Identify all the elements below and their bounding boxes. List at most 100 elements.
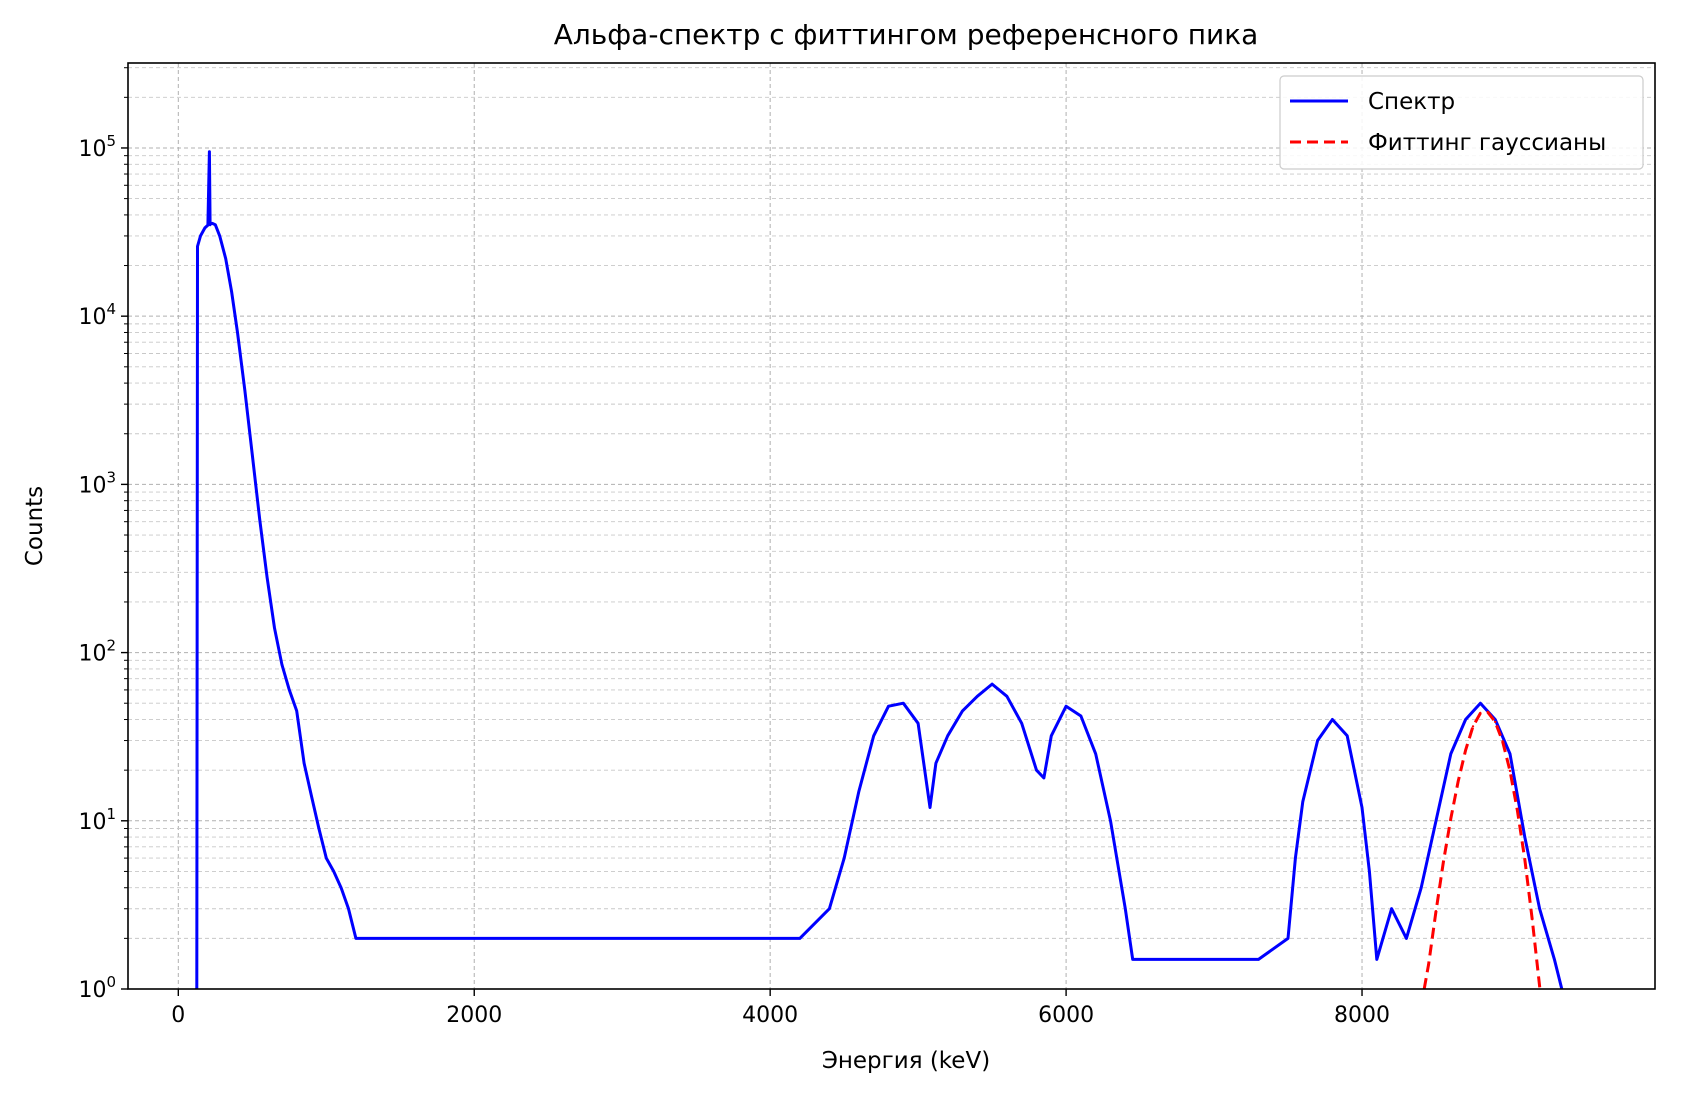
spectrum-point <box>1553 958 1556 961</box>
gaussian-fit-point <box>1464 749 1467 752</box>
spectrum-point <box>413 937 417 940</box>
spectrum-point <box>1168 958 1171 961</box>
spectrum-point <box>887 705 890 708</box>
spectrum-point <box>1198 958 1201 961</box>
spectrum-point <box>199 234 202 238</box>
spectrum-point <box>872 734 875 737</box>
y-tick-label: 104 <box>78 300 116 330</box>
gaussian-fit-point <box>1471 725 1475 728</box>
x-axis-label: Энергия (keV) <box>822 1048 990 1074</box>
spectrum-point <box>1286 937 1290 940</box>
spectrum-point <box>857 790 861 793</box>
spectrum-point <box>339 886 343 889</box>
spectrum-point <box>1124 907 1127 910</box>
gaussian-fit-point <box>1427 963 1430 966</box>
spectrum-point <box>208 150 211 153</box>
spectrum-point <box>1331 718 1334 721</box>
spectrum-point <box>1227 958 1231 961</box>
gaussian-fit-point <box>1449 817 1453 820</box>
spectrum-point <box>1360 806 1364 809</box>
ticks-layer: 0 2000 4000 6000 8000 100 101 102 103 104 105 <box>78 67 1390 1028</box>
spectrum-point <box>1109 819 1112 822</box>
gaussian-fit-point <box>1523 858 1527 861</box>
spectrum-point <box>680 937 683 940</box>
spectrum-point <box>354 937 358 940</box>
x-tick-label: 2000 <box>446 1003 502 1028</box>
chart-title: Альфа-спектр с фиттингом референсного пи… <box>554 18 1259 51</box>
spectrum-point <box>1508 752 1512 756</box>
spectrum-point <box>1390 907 1393 910</box>
spectrum-point <box>443 937 446 940</box>
gaussian-fit-point <box>1434 910 1438 913</box>
spectrum-point <box>1434 819 1438 822</box>
spectrum-point <box>280 663 284 666</box>
y-axis-label: Counts <box>22 486 48 566</box>
spectrum-point <box>1464 718 1467 721</box>
spectrum-point <box>203 226 207 230</box>
spectrum-point <box>206 223 210 227</box>
gaussian-fit-point <box>1442 860 1445 864</box>
gaussian-fit-point <box>1479 712 1482 715</box>
spectrum-point <box>1294 856 1297 860</box>
spectrum-point <box>1064 705 1068 708</box>
grid-layer <box>128 63 1655 990</box>
spectrum-point <box>1301 800 1305 803</box>
spectrum-point <box>1346 734 1349 737</box>
x-tick-label: 4000 <box>742 1003 798 1028</box>
spectrum-point <box>1079 714 1083 718</box>
spectrum-point <box>928 806 932 809</box>
gaussian-fit-point <box>1486 711 1490 714</box>
legend: Спектр Фиттинг гауссианы <box>1279 75 1644 170</box>
spectrum-point <box>1257 958 1260 961</box>
spectrum-point <box>317 827 321 830</box>
spectrum-point <box>218 234 221 238</box>
spectrum-point <box>1131 958 1134 961</box>
spectrum-point <box>1449 752 1453 756</box>
spectrum-point <box>347 907 350 910</box>
spectrum-point <box>1138 958 1142 961</box>
spectrum-point <box>828 907 831 910</box>
spectrum-point <box>384 937 387 940</box>
spectrum-point <box>1405 937 1408 940</box>
y-tick-label: 103 <box>78 468 116 498</box>
spectrum-point <box>196 245 199 248</box>
spectrum-point <box>591 937 594 940</box>
gaussian-fit-line <box>1422 710 1542 989</box>
spectrum-point <box>843 856 846 860</box>
spectrum-point <box>1479 702 1482 705</box>
gaussian-fit-point <box>1538 984 1541 988</box>
spectrum-point <box>739 937 742 940</box>
spectrum-point <box>1368 870 1371 873</box>
spectrum-point <box>769 937 772 940</box>
spectrum-point <box>1020 722 1023 725</box>
spectrum-point <box>295 709 298 713</box>
spectrum-point <box>1375 958 1379 961</box>
spectrum-point <box>1523 835 1527 839</box>
spectrum-point <box>325 856 328 860</box>
spectrum-point <box>332 870 335 873</box>
y-tick-label: 105 <box>78 132 116 162</box>
spectrum-point <box>310 795 313 798</box>
spectrum-point <box>934 762 938 765</box>
legend-box <box>1279 75 1644 170</box>
spectrum-point <box>1094 752 1097 756</box>
spectrum-point <box>230 290 233 293</box>
spectrum-point <box>650 937 653 940</box>
spectrum-point <box>709 937 713 940</box>
spectrum-point <box>1005 695 1009 698</box>
spectrum-point <box>473 937 476 940</box>
spectrum-point <box>251 453 254 456</box>
gaussian-fit-point <box>1508 769 1512 773</box>
spectrum-point <box>976 695 979 698</box>
spectrum-point <box>990 682 994 686</box>
spectrum-point <box>288 688 291 692</box>
x-tick-label: 6000 <box>1038 1003 1094 1028</box>
spectrum-point <box>1050 734 1053 737</box>
x-tick-label: 8000 <box>1334 1003 1390 1028</box>
gaussian-fit-point <box>1501 740 1504 743</box>
spectrum-point <box>561 937 565 940</box>
spectrum-point <box>1420 886 1423 889</box>
gaussian-fit-point <box>1531 918 1534 921</box>
y-tick-label: 102 <box>78 637 116 667</box>
